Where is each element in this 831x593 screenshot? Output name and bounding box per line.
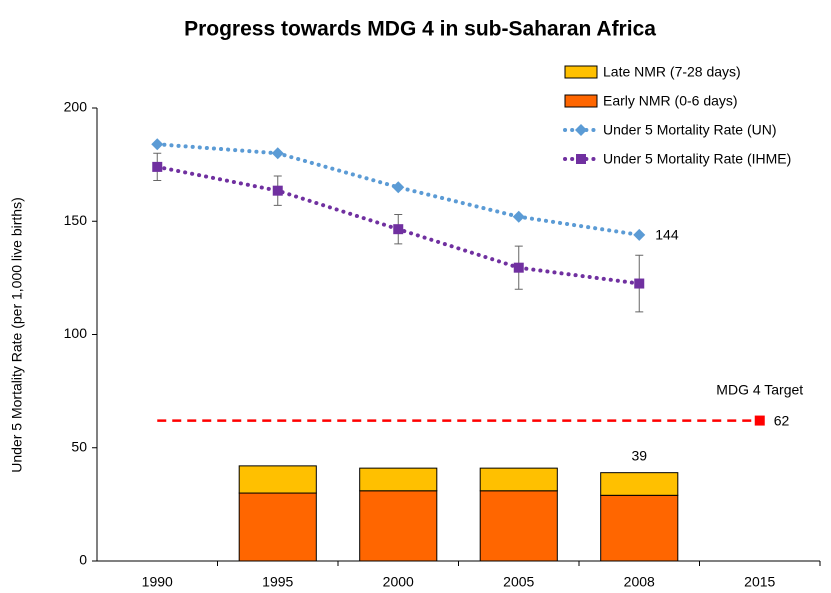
- legend-marker: [575, 124, 587, 136]
- bar: [359, 490, 438, 562]
- marker: [271, 147, 284, 160]
- legend-label: Under 5 Mortality Rate (IHME): [603, 151, 791, 167]
- x-tick-label: 1995: [262, 574, 293, 590]
- y-tick-label: 150: [64, 212, 88, 228]
- marker: [272, 185, 283, 196]
- bar: [238, 465, 317, 494]
- bar: [238, 492, 317, 562]
- bar: [479, 490, 558, 562]
- bar: [600, 494, 679, 562]
- target-marker: [754, 415, 765, 426]
- target-value: 62: [774, 412, 790, 428]
- legend-swatch: [564, 65, 598, 79]
- legend-label: Late NMR (7-28 days): [603, 64, 741, 80]
- legend-swatch: [564, 94, 598, 108]
- y-tick-label: 50: [71, 438, 87, 454]
- bar: [359, 467, 438, 492]
- data-label: 144: [655, 227, 679, 243]
- x-tick-label: 1990: [142, 574, 173, 590]
- marker: [392, 181, 405, 194]
- x-tick-label: 2015: [744, 574, 775, 590]
- marker: [152, 161, 163, 172]
- y-tick-label: 0: [79, 552, 87, 568]
- chart-title: Progress towards MDG 4 in sub-Saharan Af…: [184, 18, 656, 41]
- marker: [151, 138, 164, 151]
- marker: [634, 278, 645, 289]
- x-tick-label: 2005: [503, 574, 534, 590]
- line: [155, 142, 642, 237]
- annotation: 39: [631, 447, 647, 463]
- target-label: MDG 4 Target: [716, 381, 803, 397]
- marker: [512, 210, 525, 223]
- y-tick-label: 200: [64, 99, 88, 115]
- y-axis-label: Under 5 Mortality Rate (per 1,000 live b…: [9, 197, 25, 472]
- x-tick-label: 2000: [383, 574, 414, 590]
- y-tick-label: 100: [64, 325, 88, 341]
- marker: [513, 262, 524, 273]
- bar: [479, 467, 558, 492]
- legend-label: Early NMR (0-6 days): [603, 93, 738, 109]
- legend-marker: [576, 154, 586, 164]
- marker: [393, 224, 404, 235]
- bar: [600, 472, 679, 496]
- legend-label: Under 5 Mortality Rate (UN): [603, 122, 777, 138]
- marker: [633, 228, 646, 241]
- x-tick-label: 2008: [624, 574, 655, 590]
